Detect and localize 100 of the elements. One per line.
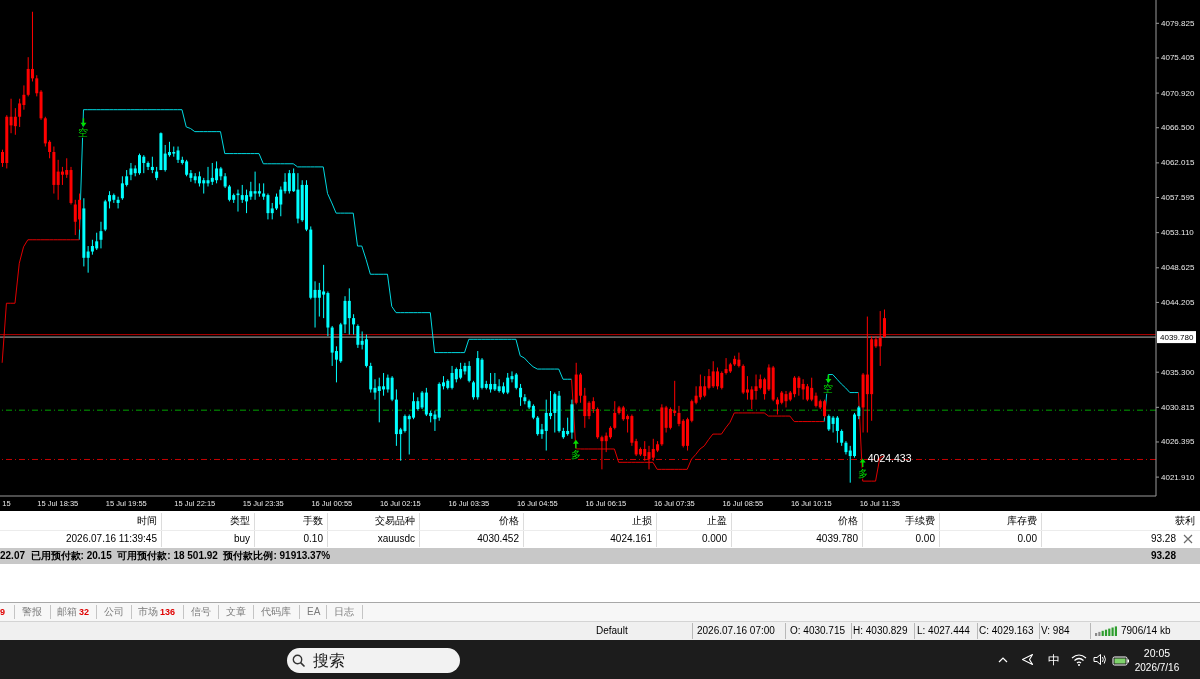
candlestick [138, 153, 142, 176]
text: 邮箱 [57, 606, 77, 617]
text: 4024.161 [610, 532, 652, 546]
text: 价格 [499, 514, 519, 528]
text: 4030.452 [477, 532, 519, 546]
text: 中 [1048, 651, 1060, 669]
candlestick [878, 310, 882, 367]
candlestick [313, 280, 317, 329]
candlestick [163, 144, 167, 173]
candlestick [240, 184, 244, 204]
y-tick-label: 4021.910 [1161, 472, 1195, 482]
candlestick [797, 375, 801, 397]
candlestick [694, 385, 698, 405]
y-tick-label: 4048.625 [1161, 263, 1195, 273]
candlestick [698, 374, 702, 401]
y-tick-label: 4044.205 [1161, 297, 1195, 307]
candlestick [403, 414, 407, 434]
y-tick-label: 4070.920 [1161, 88, 1195, 98]
candlestick [647, 445, 651, 470]
candlestick [73, 199, 77, 236]
candlestick [801, 378, 805, 401]
text: 20:05 [1143, 645, 1171, 661]
text: xauusdc [377, 532, 415, 546]
text: V: 984 [1041, 624, 1070, 638]
candlestick [56, 159, 60, 201]
candlestick [210, 162, 214, 186]
text: 4039.780 [816, 532, 858, 546]
text: L: 4027.444 [917, 624, 970, 638]
candlestick [347, 287, 351, 336]
text: 警报 [22, 606, 42, 617]
candlestick [835, 415, 839, 444]
candlestick [711, 360, 715, 389]
candlestick [506, 372, 510, 395]
candlestick [720, 370, 724, 390]
text: 交易品种 [375, 514, 415, 528]
candlestick [463, 362, 467, 376]
y-tick-label: 4053.110 [1161, 228, 1195, 238]
candlestick [767, 363, 771, 392]
candlestick [18, 98, 22, 128]
text: 获利 [1175, 514, 1195, 528]
candlestick [369, 362, 373, 394]
candlestick [831, 415, 835, 434]
candlestick [750, 385, 754, 410]
candlestick [579, 372, 582, 404]
candlestick [677, 405, 681, 427]
candlestick [78, 193, 82, 231]
candlestick [412, 392, 416, 420]
text: 代码库 [261, 606, 291, 617]
candlestick [287, 169, 291, 195]
candlestick [142, 154, 146, 174]
candlestick [206, 166, 210, 187]
text: 手数 [303, 514, 323, 528]
candlestick [129, 162, 133, 181]
candlestick [467, 360, 471, 383]
text: 7906/14 kb [1121, 624, 1171, 638]
candlestick [86, 245, 90, 274]
text: 价格 [838, 514, 858, 528]
y-tick-label: 4057.595 [1161, 193, 1195, 202]
text: H: 4030.829 [853, 624, 908, 638]
text: 2026.07.16 11:39:45 [65, 532, 157, 546]
text: 0.00 [915, 532, 935, 546]
point [859, 458, 866, 463]
candlestick [823, 399, 827, 419]
candlestick [283, 172, 287, 195]
candlestick [587, 400, 591, 420]
candlestick [651, 438, 655, 462]
text: 22.07 已用预付款: 20.15 可用预付款: 18 501.92 预付款比例: 91913.37% [0, 549, 331, 563]
y-tick-label: 4035.300 [1161, 367, 1195, 377]
candlestick [279, 185, 283, 217]
point [572, 439, 579, 444]
text: 时间 [137, 514, 157, 528]
ref-line-label: 4039.780 [1160, 332, 1194, 342]
y-tick-label: 4066.500 [1161, 123, 1195, 133]
text: 文章 [226, 606, 246, 617]
candlestick [266, 193, 270, 220]
y-tick-label: 4026.395 [1161, 437, 1195, 447]
candlestick [703, 375, 707, 398]
candlestick [60, 166, 64, 186]
candlestick [146, 160, 150, 171]
text: 0.10 [303, 532, 323, 546]
text: 93.28 [1150, 549, 1176, 563]
text: 库存费 [1007, 514, 1037, 528]
candlestick [424, 387, 428, 417]
text: 手续费 [905, 514, 935, 528]
candlestick [343, 295, 347, 334]
candlestick [249, 181, 253, 201]
y-tick-label: 4079.825 [1161, 18, 1195, 28]
candlestick [382, 372, 386, 397]
text: 信号 [191, 606, 211, 617]
candlestick [664, 405, 668, 434]
text: 2026.07.16 07:00 [697, 624, 775, 638]
candlestick [544, 399, 548, 452]
text: 搜索 [313, 651, 345, 671]
candlestick [9, 98, 13, 134]
candlestick [390, 375, 394, 402]
y-tick-label: 4030.815 [1161, 402, 1195, 412]
candlestick [613, 400, 617, 430]
y-tick-label: 4075.405 [1161, 53, 1195, 63]
candlestick [716, 366, 720, 390]
y-tick-label: 4062.015 [1161, 158, 1195, 168]
